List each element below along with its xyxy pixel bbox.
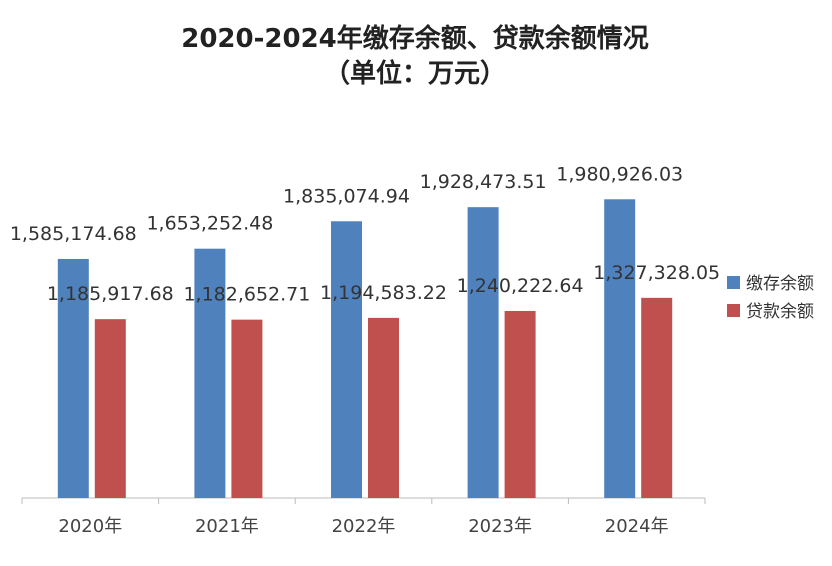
x-tick-label: 2022年 xyxy=(332,516,396,537)
bar-deposit xyxy=(604,199,636,498)
bar-loan xyxy=(504,310,536,498)
legend-swatch-deposit xyxy=(727,276,740,289)
bar-loan xyxy=(641,297,673,498)
data-label-deposit: 1,585,174.68 xyxy=(10,223,137,245)
bar-deposit xyxy=(194,248,226,498)
chart-title-line2: （单位：万元） xyxy=(324,58,506,89)
chart-title-line1: 2020-2024年缴存余额、贷款余额情况 xyxy=(181,23,649,54)
legend: 缴存余额 贷款余额 xyxy=(727,274,814,322)
data-label-loan: 1,185,917.68 xyxy=(47,283,174,305)
legend-label-deposit: 缴存余额 xyxy=(746,274,814,294)
bar-deposit xyxy=(331,221,362,499)
x-tick-label: 2020年 xyxy=(58,516,122,537)
data-label-loan: 1,182,652.71 xyxy=(183,284,310,306)
bar-loan xyxy=(231,319,263,498)
data-label-deposit: 1,835,074.94 xyxy=(283,185,410,207)
data-label-deposit: 1,928,473.51 xyxy=(420,171,547,193)
bar-deposit xyxy=(57,258,89,498)
legend-label-loan: 贷款余额 xyxy=(746,302,814,322)
data-label-loan: 1,194,583.22 xyxy=(320,282,447,304)
x-tick-label: 2024年 xyxy=(605,516,669,537)
x-tick-label: 2021年 xyxy=(195,516,259,537)
data-label-deposit: 1,980,926.03 xyxy=(556,163,683,185)
x-tick-label: 2023年 xyxy=(468,516,532,537)
bar-loan xyxy=(94,319,126,498)
legend-swatch-loan xyxy=(727,304,740,317)
data-label-loan: 1,327,328.05 xyxy=(593,262,720,284)
data-label-deposit: 1,653,252.48 xyxy=(146,213,273,235)
bar-deposit xyxy=(467,207,499,498)
data-label-loan: 1,240,222.64 xyxy=(457,275,584,297)
bar-loan xyxy=(368,317,399,498)
